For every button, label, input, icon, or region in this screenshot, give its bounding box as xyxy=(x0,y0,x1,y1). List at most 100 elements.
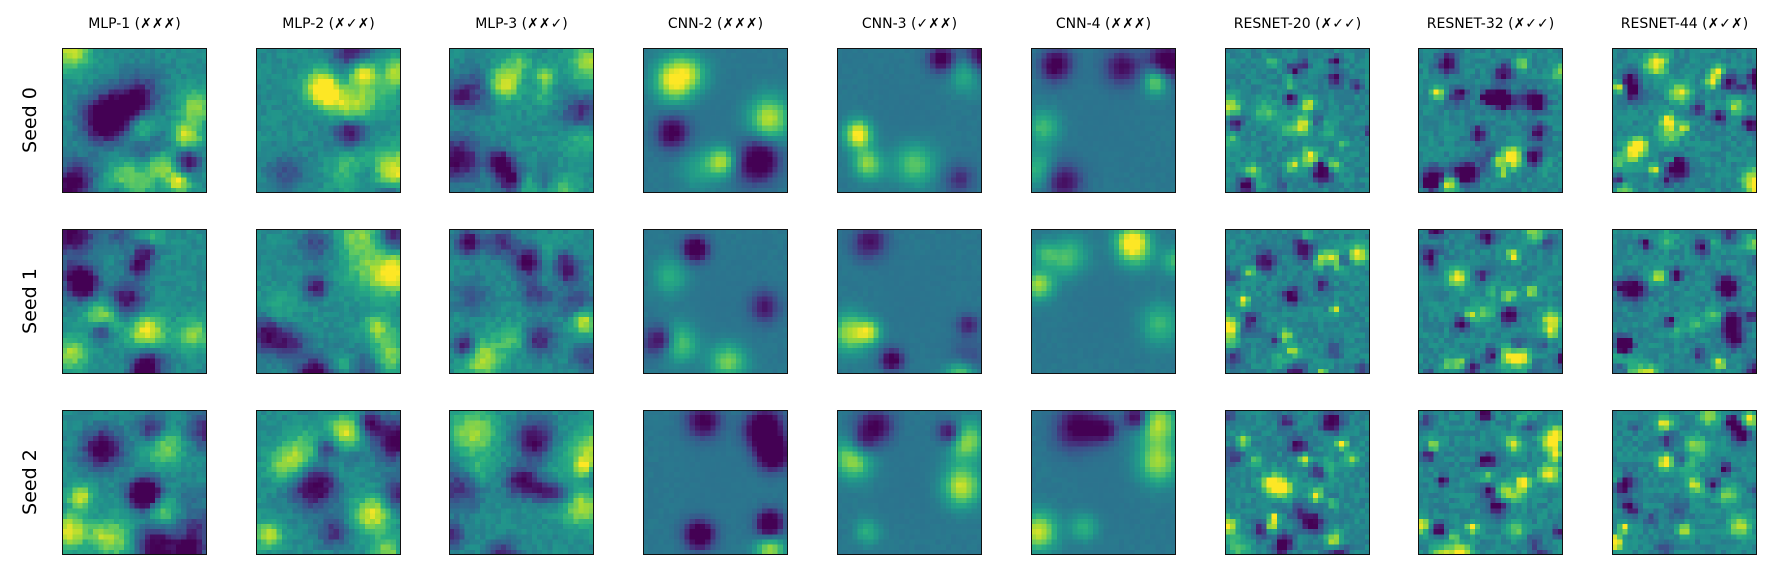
heatmap-cell xyxy=(344,187,350,193)
heatmap-cell xyxy=(679,110,685,116)
heatmap-cell xyxy=(328,146,335,152)
heatmap-cell xyxy=(1067,130,1073,137)
heatmap-cell xyxy=(67,48,73,54)
heatmap-cell xyxy=(98,151,104,158)
heatmap-cell xyxy=(573,146,579,152)
heatmap-cell xyxy=(935,53,941,59)
heatmap-cell xyxy=(165,130,172,137)
heatmap-cell xyxy=(1051,89,1058,96)
heatmap-cell xyxy=(480,177,486,184)
heatmap-cell xyxy=(1225,53,1231,59)
heatmap-cell xyxy=(390,136,397,142)
heatmap-cell xyxy=(175,89,182,96)
heatmap-cell xyxy=(266,151,272,158)
heatmap-cell xyxy=(588,172,594,178)
heatmap-cell xyxy=(256,89,262,96)
heatmap-cell xyxy=(1250,73,1257,80)
heatmap-cell xyxy=(782,94,788,101)
heatmap-cell xyxy=(679,161,685,168)
heatmap-cell xyxy=(945,161,952,168)
heatmap-cell xyxy=(516,151,522,158)
heatmap-cell xyxy=(1281,58,1288,64)
heatmap-cell xyxy=(935,156,941,163)
heatmap-cell xyxy=(72,141,78,147)
heatmap-cell xyxy=(500,68,507,75)
heatmap-cell xyxy=(103,104,110,111)
heatmap-cell xyxy=(552,151,559,158)
heatmap-cell xyxy=(573,130,579,137)
heatmap-cell xyxy=(328,73,335,80)
heatmap-cell xyxy=(547,130,553,137)
heatmap-cell xyxy=(165,177,172,184)
heatmap-cell xyxy=(653,53,659,59)
heatmap-cell xyxy=(557,167,564,173)
heatmap-cell xyxy=(731,110,737,116)
heatmap-cell xyxy=(261,89,267,96)
heatmap-cell xyxy=(144,156,151,163)
heatmap-cell xyxy=(155,177,161,184)
heatmap-cell xyxy=(583,130,590,137)
heatmap-cell xyxy=(307,84,314,90)
heatmap-cell xyxy=(694,94,701,101)
heatmap-cell xyxy=(1077,146,1084,152)
heatmap-cell xyxy=(1062,115,1068,121)
heatmap-cell xyxy=(842,84,848,90)
heatmap-cell xyxy=(919,104,926,111)
heatmap-cell xyxy=(842,68,848,75)
heatmap-cell xyxy=(323,68,329,75)
heatmap-cell xyxy=(67,167,73,173)
heatmap-cell xyxy=(909,136,916,142)
heatmap-cell xyxy=(134,136,141,142)
heatmap-cell xyxy=(449,84,455,90)
heatmap-cell xyxy=(689,68,696,75)
heatmap-cell xyxy=(777,53,784,59)
heatmap-cell xyxy=(857,136,864,142)
heatmap-cell xyxy=(746,187,753,193)
heatmap-cell xyxy=(521,73,528,80)
heatmap-cell xyxy=(1170,115,1176,121)
heatmap-cell xyxy=(837,99,843,106)
heatmap-cell xyxy=(1098,99,1104,106)
heatmap-cell xyxy=(653,130,659,137)
heatmap-cell xyxy=(573,79,579,85)
heatmap-cell xyxy=(87,141,94,147)
heatmap-cell xyxy=(699,172,706,178)
heatmap-cell xyxy=(1129,110,1135,116)
heatmap-cell xyxy=(1056,177,1063,184)
heatmap-cell xyxy=(469,161,476,168)
heatmap-cell xyxy=(129,115,135,121)
heatmap-cell xyxy=(516,79,522,85)
heatmap-cell xyxy=(756,115,763,121)
heatmap-cell xyxy=(474,151,481,158)
heatmap-cell xyxy=(847,172,853,178)
heatmap-cell xyxy=(511,177,517,184)
heatmap-cell xyxy=(485,94,491,101)
heatmap-cell xyxy=(1108,177,1115,184)
heatmap-cell xyxy=(261,141,267,147)
heatmap-cell xyxy=(710,136,716,142)
heatmap-cell xyxy=(1087,94,1094,101)
heatmap-cell xyxy=(1170,48,1176,54)
heatmap-cell xyxy=(474,94,481,101)
heatmap-cell xyxy=(1072,94,1079,101)
heatmap-cell xyxy=(1036,125,1042,132)
heatmap-cell xyxy=(186,68,192,75)
heatmap-cell xyxy=(893,161,900,168)
heatmap-cell xyxy=(1170,58,1176,64)
heatmap-cell xyxy=(516,53,522,59)
heatmap-cell xyxy=(1124,110,1130,116)
heatmap-cell xyxy=(160,53,166,59)
heatmap-cell xyxy=(1235,63,1241,70)
heatmap-cell xyxy=(762,89,768,96)
heatmap-cell xyxy=(354,48,360,54)
heatmap-cell xyxy=(562,58,569,64)
heatmap-cell xyxy=(344,167,350,173)
heatmap-cell xyxy=(511,156,517,163)
heatmap-cell xyxy=(842,141,848,147)
heatmap-cell xyxy=(847,115,853,121)
heatmap-cell xyxy=(930,115,936,121)
heatmap-cell xyxy=(338,53,345,59)
heatmap-cell xyxy=(648,141,654,147)
heatmap-cell xyxy=(449,182,455,189)
heatmap-cell xyxy=(281,136,288,142)
